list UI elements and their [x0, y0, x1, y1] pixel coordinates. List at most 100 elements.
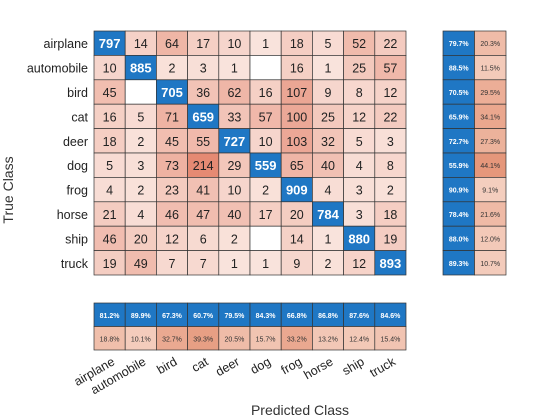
cell-value: 46: [165, 208, 179, 222]
cell-value: 9: [325, 86, 332, 100]
matrix-cell: [374, 201, 407, 227]
cell-value: 23: [165, 184, 179, 198]
matrix-cell: [249, 177, 282, 203]
matrix-cell: [218, 152, 251, 178]
matrix-cell: [312, 103, 344, 129]
row-summary-incorrect-cell: [474, 103, 507, 129]
column-summary-correct-value: 87.6%: [349, 313, 370, 320]
cell-value: 5: [137, 110, 144, 124]
cell-value: 3: [137, 159, 144, 173]
cell-value: 22: [383, 110, 397, 124]
cell-value: 17: [259, 208, 273, 222]
row-summary-incorrect-value: 20.3%: [480, 41, 500, 48]
cell-value: 52: [352, 37, 366, 51]
cell-value: 727: [224, 134, 246, 149]
matrix-cell: [280, 128, 313, 154]
matrix-cell: [343, 177, 376, 203]
row-summary-correct-value: 55.9%: [449, 163, 470, 170]
row-summary-incorrect-cell: [474, 128, 507, 154]
cell-value: 559: [255, 158, 277, 173]
row-summary-correct-cell: [442, 177, 475, 203]
matrix-cell: [93, 250, 126, 276]
cell-value: 46: [103, 232, 117, 246]
row-summary-incorrect-value: 11.5%: [481, 66, 500, 73]
cell-value: 14: [290, 232, 304, 246]
matrix-cell: [156, 79, 188, 105]
cell-value: 18: [103, 135, 117, 149]
matrix-cell: [93, 103, 126, 129]
matrix-cell: [187, 55, 220, 81]
matrix-cell: [156, 225, 188, 251]
row-summary-incorrect-cell: [474, 201, 507, 227]
row-summary-correct-value: 78.4%: [449, 212, 470, 219]
row-summary-correct-cell: [442, 79, 475, 105]
matrix-cell: [343, 128, 376, 154]
cell-value: 2: [137, 184, 144, 198]
y-axis-label: True Class: [0, 156, 16, 223]
column-summary-incorrect-value: 33.2%: [287, 336, 307, 343]
y-tick-labels: airplane automobile bird cat deer dog frog hors…: [27, 37, 89, 271]
row-summary-incorrect-value: 10.7%: [480, 261, 500, 268]
cell-value: 8: [356, 86, 363, 100]
cell-value: 5: [356, 135, 363, 149]
matrix-cell: [374, 30, 407, 56]
matrix-cell: [280, 250, 313, 276]
matrix-cell: [249, 250, 282, 276]
matrix-cell: [187, 128, 220, 154]
cell-value: 797: [99, 36, 121, 51]
row-summary-incorrect-cell: [474, 79, 507, 105]
cell-value: 17: [196, 37, 210, 51]
cell-value: 1: [231, 257, 238, 271]
cell-value: 10: [259, 135, 273, 149]
matrix-cell: [312, 225, 344, 251]
cell-value: 32: [321, 135, 335, 149]
y-tick-label: dog: [67, 159, 88, 173]
matrix-cell: [187, 250, 220, 276]
cell-value: 62: [227, 86, 241, 100]
cell-value: 65: [290, 159, 304, 173]
y-tick-label: frog: [66, 184, 88, 198]
cell-value: 2: [169, 62, 176, 76]
cell-value: 71: [165, 110, 179, 124]
column-summary-incorrect-value: 39.3%: [193, 336, 213, 343]
cell-value: 9: [293, 257, 300, 271]
cell-value: 3: [387, 135, 394, 149]
cell-value: 4: [137, 208, 144, 222]
cell-value: 3: [356, 208, 363, 222]
matrix-cell: [374, 79, 407, 105]
row-summary-correct-value: 90.9%: [449, 188, 470, 195]
cell-value: 5: [325, 37, 332, 51]
cell-value: 40: [321, 159, 335, 173]
cell-value: 214: [193, 159, 214, 173]
cell-value: 6: [200, 232, 207, 246]
cell-value: 64: [165, 37, 179, 51]
row-summary-correct-cell: [442, 250, 475, 276]
cell-value: 7: [169, 257, 176, 271]
cell-value: 49: [134, 257, 148, 271]
cell-value: 5: [106, 159, 113, 173]
cell-value: 41: [196, 184, 210, 198]
cell-value: 12: [352, 110, 366, 124]
y-tick-label: automobile: [27, 62, 88, 76]
matrix-cell: [93, 152, 126, 178]
cell-value: 2: [262, 184, 269, 198]
cell-value: 885: [130, 61, 152, 76]
cell-value: 40: [227, 208, 241, 222]
row-summary: 79.7% 20.3% 88.5% 11.5% 70.5% 29.5% 65.9% 34.1%…: [442, 30, 507, 276]
matrix-cell: [343, 103, 376, 129]
cell-value: 20: [134, 232, 148, 246]
matrix-cell: [124, 30, 157, 56]
column-summary-incorrect-value: 15.7%: [256, 336, 276, 343]
matrix-cell: [374, 177, 407, 203]
cell-value: 55: [196, 135, 210, 149]
column-summary-incorrect-value: 18.8%: [100, 336, 120, 343]
cell-value: 784: [317, 207, 339, 222]
matrix-cell: [343, 79, 376, 105]
cell-value: 16: [103, 110, 117, 124]
matrix-cell: [187, 79, 220, 105]
cell-value: 705: [161, 85, 183, 100]
